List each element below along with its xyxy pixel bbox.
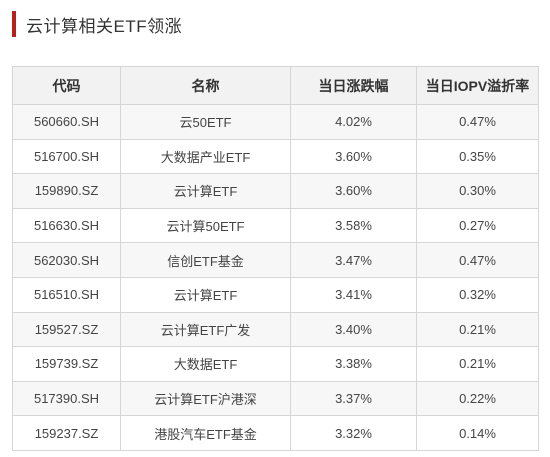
header-daily-change: 当日涨跌幅 <box>290 66 417 105</box>
cell-name: 云计算ETF沪港深 <box>120 380 291 417</box>
cell-iopv-premium: 0.47% <box>416 104 539 140</box>
cell-daily-change: 3.40% <box>290 311 417 348</box>
cell-iopv-premium: 0.14% <box>416 415 539 451</box>
cell-daily-change: 3.58% <box>290 207 417 244</box>
cell-code: 159527.SZ <box>12 311 121 348</box>
table-header-row: 代码 名称 当日涨跌幅 当日IOPV溢折率 <box>12 66 539 105</box>
table-row: 516630.SH 云计算50ETF 3.58% 0.27% <box>12 207 539 244</box>
etf-table: 代码 名称 当日涨跌幅 当日IOPV溢折率 560660.SH 云50ETF 4… <box>12 66 539 451</box>
cell-daily-change: 3.60% <box>290 138 417 175</box>
table-row: 159237.SZ 港股汽车ETF基金 3.32% 0.14% <box>12 415 539 451</box>
page-title: 云计算相关ETF领涨 <box>26 16 183 36</box>
cell-name: 大数据产业ETF <box>120 138 291 175</box>
cell-daily-change: 3.41% <box>290 276 417 313</box>
cell-iopv-premium: 0.21% <box>416 346 539 382</box>
cell-code: 516510.SH <box>12 276 121 313</box>
table-row: 159527.SZ 云计算ETF广发 3.40% 0.21% <box>12 311 539 348</box>
table-row: 159739.SZ 大数据ETF 3.38% 0.21% <box>12 346 539 382</box>
cell-iopv-premium: 0.35% <box>416 138 539 175</box>
cell-iopv-premium: 0.32% <box>416 276 539 313</box>
cell-iopv-premium: 0.21% <box>416 311 539 348</box>
title-bar: 云计算相关ETF领涨 <box>12 10 182 38</box>
title-accent-bar <box>12 11 16 37</box>
cell-code: 516700.SH <box>12 138 121 175</box>
cell-iopv-premium: 0.27% <box>416 207 539 244</box>
table-row: 516510.SH 云计算ETF 3.41% 0.32% <box>12 276 539 313</box>
table-row: 159890.SZ 云计算ETF 3.60% 0.30% <box>12 173 539 209</box>
cell-name: 云50ETF <box>120 104 291 140</box>
table-row: 516700.SH 大数据产业ETF 3.60% 0.35% <box>12 138 539 175</box>
cell-code: 159739.SZ <box>12 346 121 382</box>
cell-code: 517390.SH <box>12 380 121 417</box>
cell-name: 云计算ETF <box>120 276 291 313</box>
header-code: 代码 <box>12 66 121 105</box>
cell-daily-change: 3.32% <box>290 415 417 451</box>
table-row: 562030.SH 信创ETF基金 3.47% 0.47% <box>12 242 539 278</box>
cell-name: 港股汽车ETF基金 <box>120 415 291 451</box>
cell-iopv-premium: 0.47% <box>416 242 539 278</box>
cell-daily-change: 3.38% <box>290 346 417 382</box>
table-row: 560660.SH 云50ETF 4.02% 0.47% <box>12 104 539 140</box>
cell-name: 云计算ETF广发 <box>120 311 291 348</box>
header-name: 名称 <box>120 66 291 105</box>
cell-code: 516630.SH <box>12 207 121 244</box>
cell-iopv-premium: 0.22% <box>416 380 539 417</box>
cell-daily-change: 3.37% <box>290 380 417 417</box>
table-row: 517390.SH 云计算ETF沪港深 3.37% 0.22% <box>12 380 539 417</box>
cell-code: 159890.SZ <box>12 173 121 209</box>
cell-daily-change: 3.47% <box>290 242 417 278</box>
cell-iopv-premium: 0.30% <box>416 173 539 209</box>
cell-name: 大数据ETF <box>120 346 291 382</box>
cell-code: 562030.SH <box>12 242 121 278</box>
cell-code: 159237.SZ <box>12 415 121 451</box>
cell-daily-change: 4.02% <box>290 104 417 140</box>
cell-code: 560660.SH <box>12 104 121 140</box>
cell-name: 信创ETF基金 <box>120 242 291 278</box>
cell-name: 云计算ETF <box>120 173 291 209</box>
cell-daily-change: 3.60% <box>290 173 417 209</box>
header-iopv-premium: 当日IOPV溢折率 <box>416 66 539 105</box>
cell-name: 云计算50ETF <box>120 207 291 244</box>
etf-table-container: 代码 名称 当日涨跌幅 当日IOPV溢折率 560660.SH 云50ETF 4… <box>12 66 539 451</box>
